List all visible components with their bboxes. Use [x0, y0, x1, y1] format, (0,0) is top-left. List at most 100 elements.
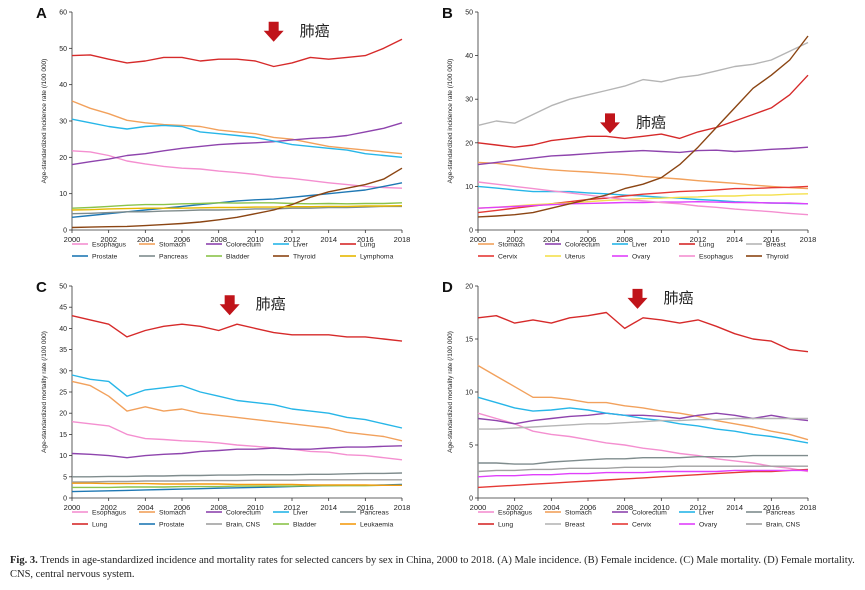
legend-label: Bladder [293, 522, 317, 529]
x-tick-label: 2014 [726, 503, 743, 512]
x-tick-label: 2014 [320, 503, 337, 512]
legend-label: Liver [293, 510, 308, 517]
legend-label: Lung [92, 522, 107, 529]
y-tick-label: 0 [469, 228, 473, 235]
series-line-lung [71, 38, 403, 68]
x-tick-label: 2016 [357, 503, 374, 512]
y-tick-label: 30 [59, 119, 67, 126]
y-tick-label: 10 [59, 453, 67, 460]
y-tick-label: 0 [63, 228, 67, 235]
series-line-lymphoma [71, 205, 403, 211]
series-line-breast [477, 41, 809, 127]
series-line-colorectum [477, 146, 809, 166]
series-line-bladder [72, 484, 402, 489]
legend-label: Stomach [159, 242, 186, 249]
legend-label: Liver [699, 510, 714, 517]
x-tick-label: 2018 [800, 235, 817, 244]
legend-label: Breast [565, 522, 585, 529]
panel-A: A 0 10 20 30 40 50 60 2000 2002 2004 2006 2008 2010 20… [36, 5, 410, 261]
panel-C: C 0 5 10 15 20 25 30 35 40 45 50 2000 2002 2004 2006 200… [36, 279, 410, 529]
x-tick-label: 2016 [357, 235, 374, 244]
x-tick-label: 2004 [137, 235, 154, 244]
series-line-stomach [71, 380, 403, 442]
y-tick-label: 25 [59, 390, 67, 397]
panel-letter: B [442, 5, 453, 22]
legend-label: Thyroid [293, 254, 316, 261]
series-line-brain-cns [477, 465, 808, 473]
series-line-liver [71, 374, 403, 429]
x-tick-label: 2018 [800, 503, 817, 512]
x-tick-label: 2008 [210, 503, 227, 512]
down-arrow-icon [219, 295, 240, 316]
y-tick-label: 20 [465, 140, 473, 147]
x-tick-label: 2002 [100, 503, 117, 512]
series-line-pancreas [478, 454, 808, 465]
x-tick-label: 2010 [247, 503, 264, 512]
legend-label: Stomach [498, 242, 525, 249]
y-tick-label: 20 [465, 284, 473, 291]
series-line-pancreas [71, 205, 402, 215]
y-tick-label: 50 [59, 46, 67, 53]
legend-label: Colorectum [226, 242, 261, 249]
panel-letter: C [36, 279, 47, 296]
legend: Esophagus Stomach Colorectum Liver Lung Prost… [72, 242, 394, 261]
y-tick-label: 40 [59, 326, 67, 333]
series-line-lung [71, 315, 403, 342]
legend-label: Esophagus [92, 510, 127, 517]
annotation-label: 肺癌 [664, 290, 694, 307]
series-line-cervix [477, 185, 809, 214]
down-arrow-icon [600, 113, 620, 134]
x-tick-label: 2012 [690, 235, 707, 244]
x-tick-label: 2012 [690, 503, 707, 512]
series-line-esophagus [477, 181, 809, 216]
y-tick-label: 10 [465, 390, 473, 397]
x-tick-label: 2004 [543, 503, 560, 512]
x-tick-label: 2014 [320, 235, 337, 244]
legend-label: Lung [360, 242, 375, 249]
legend-label: Bladder [226, 254, 250, 261]
x-tick-label: 2004 [137, 503, 154, 512]
series-line-liver [71, 118, 403, 158]
series-line-uterus [477, 193, 809, 209]
panel-letter: A [36, 5, 47, 22]
x-tick-label: 2010 [653, 503, 670, 512]
x-tick-label: 2012 [284, 503, 301, 512]
series-line-liver [477, 396, 809, 444]
y-tick-label: 0 [469, 496, 473, 503]
y-tick-label: 5 [63, 474, 67, 481]
legend-label: Brain, CNS [226, 522, 260, 529]
y-tick-label: 15 [59, 432, 67, 439]
series-line-esophagus [71, 150, 403, 189]
y-tick-label: 0 [63, 496, 67, 503]
x-tick-label: 2010 [653, 235, 670, 244]
x-tick-label: 2016 [763, 235, 780, 244]
series-line-lung [477, 311, 809, 353]
series-line-colorectum [71, 122, 403, 166]
y-tick-label: 35 [59, 347, 67, 354]
y-tick-label: 60 [59, 10, 67, 17]
series-line-lung [477, 74, 809, 148]
legend-label: Ovary [699, 522, 718, 529]
panel-letter: D [442, 279, 453, 296]
legend-label: Uterus [565, 254, 586, 261]
series-line-stomach [71, 100, 403, 155]
legend-label: Liver [293, 242, 308, 249]
y-tick-label: 10 [465, 184, 473, 191]
legend-label: Brain, CNS [766, 522, 800, 529]
x-tick-label: 2008 [616, 503, 633, 512]
legend-label: Colorectum [565, 242, 600, 249]
y-tick-label: 50 [59, 284, 67, 291]
legend-label: Prostate [92, 254, 118, 261]
x-tick-label: 2010 [247, 235, 264, 244]
legend-label: Lung [699, 242, 714, 249]
down-arrow-icon [627, 288, 648, 309]
y-tick-label: 40 [59, 82, 67, 89]
annotation-label: 肺癌 [256, 296, 286, 313]
annotation-label: 肺癌 [300, 23, 330, 40]
x-tick-label: 2002 [100, 235, 117, 244]
series-line-breast [478, 417, 808, 430]
series-line-stomach [477, 161, 809, 190]
series-line-ovary [477, 469, 808, 478]
series-line-esophagus [477, 412, 809, 473]
